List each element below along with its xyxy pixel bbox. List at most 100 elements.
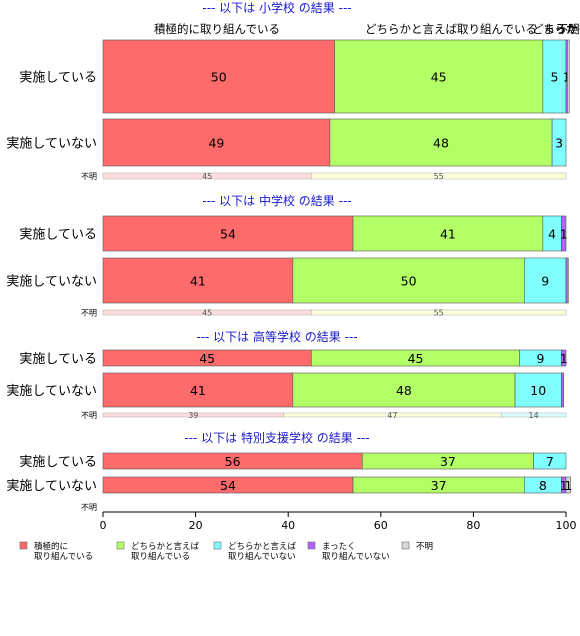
category-header: どちらかと言えば取り組んでいる [365,22,537,36]
bar-segment [561,372,564,408]
unknown-data-label: 47 [387,411,397,420]
bar-segment [292,257,525,304]
data-label: 3 [555,136,563,151]
category-header: 積極的に取り組んでいる [154,22,280,36]
bar-segment [565,476,571,494]
bar-segment [329,118,553,167]
data-label: 48 [396,383,412,398]
unknown-row-label: 不明 [81,309,97,318]
bar-segment [352,215,544,252]
data-label: 50 [401,274,417,289]
row-label: 実施していない [6,383,97,399]
unknown-data-label: 55 [434,172,444,181]
data-label: 1 [560,478,568,493]
data-label: 7 [546,454,554,469]
row-label: 実施している [19,227,97,243]
legend-label: 取り組んでいる [131,551,190,562]
category-header: まったく [543,22,580,36]
data-label: 9 [537,351,545,366]
data-label: 5 [550,70,558,85]
x-tick-label: 40 [281,519,295,532]
unknown-bar-segment [500,412,567,418]
row-label: 実施している [19,351,97,367]
legend-label: 取り組んでいる [34,551,93,562]
x-tick-label: 80 [466,519,480,532]
row-label: 実施している [19,454,97,470]
bar-segment [524,257,567,304]
data-label: 45 [199,351,215,366]
panel-title: --- 以下は 特別支援学校 の結果 --- [184,430,369,445]
data-label: 1 [564,478,572,493]
bar-segment [561,215,567,252]
unknown-bar-segment [311,172,567,180]
legend-label: 不明 [416,542,433,552]
data-label: 1 [560,227,568,242]
x-tick-label: 60 [374,519,388,532]
bar-segment [561,349,567,367]
data-label: 37 [440,454,456,469]
x-tick-label: 20 [189,519,203,532]
unknown-data-label: 14 [528,411,538,420]
unknown-bar-segment [311,309,567,316]
bar-segment [102,118,331,167]
row-label: 実施している [19,70,97,86]
unknown-data-label: 39 [188,411,198,420]
legend-swatch [307,541,316,550]
x-tick-label: 0 [100,519,107,532]
data-label: 9 [541,274,549,289]
x-tick-label: 100 [556,519,577,532]
legend-label: どちらかと言えば [131,541,200,552]
bar-segment [292,372,516,408]
legend-swatch [213,541,222,550]
bar-segment [102,257,294,304]
data-label: 8 [539,478,547,493]
panel-title: --- 以下は 高等学校 の結果 --- [196,329,357,344]
bar-segment [533,452,567,470]
data-label: 56 [225,454,241,469]
data-label: 54 [220,227,236,242]
legend-swatch [19,541,28,550]
bar-segment [567,39,570,114]
bar-segment [565,257,569,304]
row-label: 実施していない [6,136,97,152]
legend-label: どちらかと言えば [228,541,297,552]
data-label: 48 [433,136,449,151]
unknown-data-label: 45 [202,172,212,181]
data-label: 10 [530,383,546,398]
data-label: 54 [220,478,236,493]
legend-label: まったく [322,542,356,552]
bar-segment [514,372,562,408]
data-label: 50 [211,70,227,85]
data-label: 49 [208,136,224,151]
data-label: 4 [548,227,556,242]
data-label: 37 [431,478,447,493]
bar-segment [102,372,294,408]
legend-swatch [116,541,125,550]
data-label: 41 [440,227,456,242]
data-label: 45 [408,351,424,366]
data-label: 41 [190,274,206,289]
legend-label: 取り組んでいない [322,551,390,562]
data-label: 45 [431,70,447,85]
legend-label: 取り組んでいない [228,551,296,562]
panel-title: --- 以下は 中学校 の結果 --- [202,193,351,208]
unknown-data-label: 45 [202,309,212,318]
bar-segment [551,118,567,167]
category-header: どちらか [532,22,578,36]
unknown-row-label: 不明 [81,172,97,181]
row-label: 実施していない [6,478,97,494]
category-header: 不明 [557,22,580,36]
panel-title: --- 以下は 小学校 の結果 --- [202,0,351,15]
legend-label: 積極的に [34,541,68,552]
unknown-row-label: 不明 [81,503,97,512]
unknown-row-label: 不明 [81,411,97,420]
data-label: 1 [560,351,568,366]
data-label: 1 [563,70,571,85]
row-label: 実施していない [6,274,97,290]
unknown-data-label: 55 [434,309,444,318]
data-label: 41 [190,383,206,398]
bar-segment [102,215,354,252]
legend-swatch [401,541,410,550]
bar-segment [102,39,335,114]
